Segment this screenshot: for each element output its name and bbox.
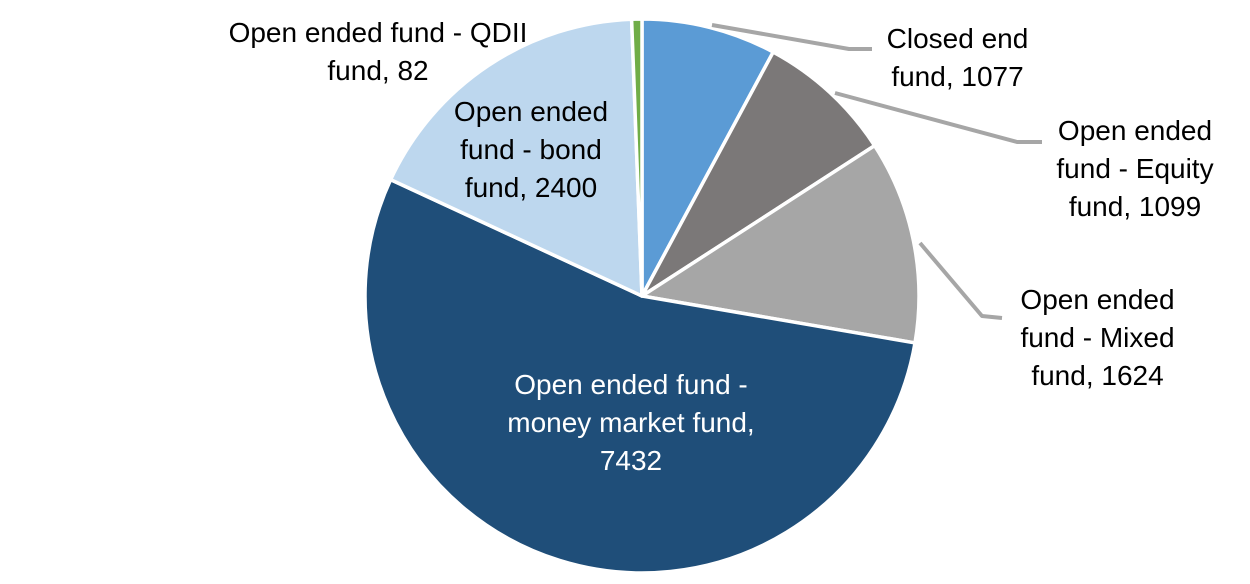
pie-slice-open-ended-fund-qdii-fund [629, 17, 644, 298]
leader-line-equity-fund [834, 91, 1042, 144]
leader-line-closed-end-fund [711, 23, 872, 51]
leader-line-mixed-fund [918, 241, 1003, 320]
pie-slice-open-ended-fund-mixed-fund [640, 143, 921, 345]
pie-slice-open-ended-fund-bond-fund [388, 17, 644, 298]
pie-slice-open-ended-fund-money-market-fund [363, 177, 917, 575]
pie-slice-open-ended-fund-equity-fund [640, 50, 877, 298]
pie-slice-closed-end-fund [640, 17, 775, 298]
